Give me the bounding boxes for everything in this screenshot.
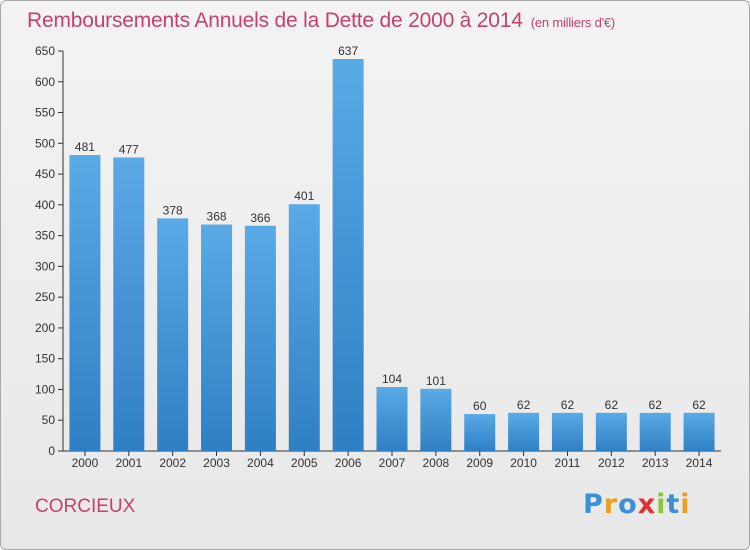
y-tick-label: 500 bbox=[35, 136, 55, 150]
x-tick-label: 2014 bbox=[686, 456, 713, 470]
data-label: 104 bbox=[382, 372, 402, 386]
y-tick-label: 150 bbox=[35, 352, 55, 366]
bar bbox=[464, 414, 496, 451]
data-label: 477 bbox=[119, 142, 139, 156]
data-label: 378 bbox=[163, 203, 183, 217]
bar bbox=[69, 155, 101, 451]
bar bbox=[288, 204, 320, 451]
x-tick-label: 2006 bbox=[335, 456, 362, 470]
data-label: 368 bbox=[207, 210, 227, 224]
logo-letter: o bbox=[618, 489, 638, 520]
data-label: 62 bbox=[649, 398, 663, 412]
bar bbox=[157, 218, 189, 451]
logo-letter: r bbox=[603, 489, 619, 520]
x-tick-label: 2002 bbox=[159, 456, 186, 470]
y-tick-label: 600 bbox=[35, 75, 55, 89]
data-label: 62 bbox=[561, 398, 575, 412]
commune-name: CORCIEUX bbox=[35, 496, 136, 517]
x-tick-label: 2003 bbox=[203, 456, 230, 470]
x-tick-label: 2010 bbox=[510, 456, 537, 470]
y-tick-label: 350 bbox=[35, 229, 55, 243]
x-tick-label: 2005 bbox=[291, 456, 318, 470]
x-tick-label: 2009 bbox=[466, 456, 493, 470]
x-tick-label: 2013 bbox=[642, 456, 669, 470]
chart-title-text: Remboursements Annuels de la Dette de 20… bbox=[27, 9, 523, 32]
bar bbox=[683, 412, 715, 451]
bar bbox=[420, 388, 452, 451]
y-tick-label: 0 bbox=[48, 444, 55, 458]
data-label: 62 bbox=[517, 398, 531, 412]
chart-subtitle: (en milliers d'€) bbox=[530, 15, 616, 30]
x-tick-label: 2000 bbox=[72, 456, 99, 470]
data-label: 637 bbox=[338, 44, 358, 58]
logo-letter: t bbox=[666, 489, 681, 520]
bar bbox=[551, 412, 583, 451]
y-tick-label: 50 bbox=[42, 413, 56, 427]
bar bbox=[508, 412, 540, 451]
data-label: 62 bbox=[692, 398, 706, 412]
bar bbox=[376, 387, 408, 451]
y-tick-label: 100 bbox=[35, 382, 55, 396]
logo-letter: x bbox=[637, 489, 657, 520]
bar bbox=[113, 157, 145, 451]
x-tick-label: 2008 bbox=[423, 456, 450, 470]
logo-letter: P bbox=[583, 489, 604, 520]
chart-title: Remboursements Annuels de la Dette de 20… bbox=[27, 9, 615, 33]
data-label: 401 bbox=[294, 189, 314, 203]
x-tick-label: 2011 bbox=[555, 456, 581, 470]
data-label: 62 bbox=[605, 398, 619, 412]
data-labels: 481 477 378 368 366 401 637 104 101 60 62 62 62 62 62 bbox=[75, 44, 706, 413]
x-tick-label: 2012 bbox=[598, 456, 625, 470]
y-tick-label: 550 bbox=[35, 106, 55, 120]
x-tick-label: 2001 bbox=[115, 456, 142, 470]
bars bbox=[69, 59, 715, 451]
bar bbox=[332, 59, 364, 451]
y-tick-label: 400 bbox=[35, 198, 55, 212]
x-tick-label: 2007 bbox=[379, 456, 406, 470]
data-label: 481 bbox=[75, 140, 95, 154]
bar bbox=[595, 412, 627, 451]
data-label: 60 bbox=[473, 399, 487, 413]
bar bbox=[244, 225, 276, 451]
y-tick-label: 200 bbox=[35, 321, 55, 335]
y-tick-label: 300 bbox=[35, 259, 55, 273]
logo-letter: i bbox=[680, 489, 691, 520]
y-tick-label: 450 bbox=[35, 167, 55, 181]
y-tick-label: 250 bbox=[35, 290, 55, 304]
x-tick-label: 2004 bbox=[247, 456, 274, 470]
logo-letter: i bbox=[656, 489, 667, 520]
bar bbox=[639, 412, 671, 451]
data-label: 366 bbox=[250, 211, 270, 225]
proxiti-logo[interactable]: Proxiti bbox=[583, 489, 691, 520]
data-label: 101 bbox=[426, 374, 446, 388]
bar bbox=[201, 224, 233, 451]
y-tick-label: 650 bbox=[35, 44, 55, 58]
